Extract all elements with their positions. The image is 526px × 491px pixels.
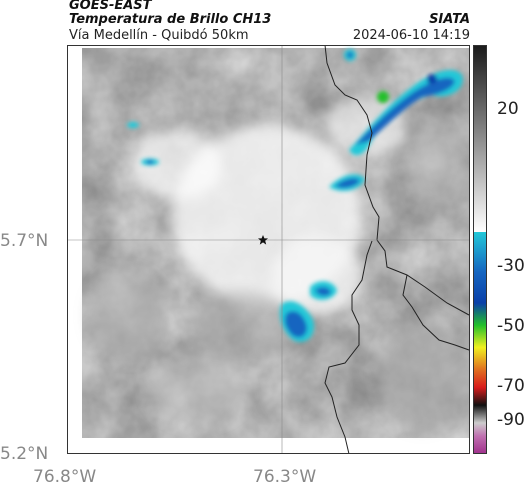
colorbar-tick: -90: [497, 410, 525, 430]
brightness-field: [82, 48, 470, 438]
colorbar: [473, 45, 487, 454]
graticule: [67, 45, 470, 454]
colorbar-tick: -30: [497, 256, 525, 276]
lon-tick: 76.3°W: [253, 467, 317, 487]
product-title: GOES-EAST: [69, 0, 152, 13]
colorbar-tick: 20: [497, 99, 519, 119]
timestamp: 2024-06-10 14:19: [352, 28, 470, 43]
lat-tick: 5.7°N: [0, 231, 49, 251]
cold-cloud-tops: [127, 49, 463, 342]
star-icon: [258, 235, 268, 245]
satellite-map[interactable]: [67, 45, 470, 454]
colorbar-tick: -50: [497, 316, 525, 336]
lat-tick: 5.2°N: [0, 444, 49, 464]
lon-tick: 76.8°W: [33, 467, 97, 487]
route-label: Vía Medellín - Quibdó 50km: [69, 28, 249, 43]
product-subtitle: Temperatura de Brillo CH13: [69, 12, 272, 27]
org-label: SIATA: [429, 12, 470, 27]
border-line: [324, 45, 470, 454]
colorbar-tick: -70: [497, 376, 525, 396]
